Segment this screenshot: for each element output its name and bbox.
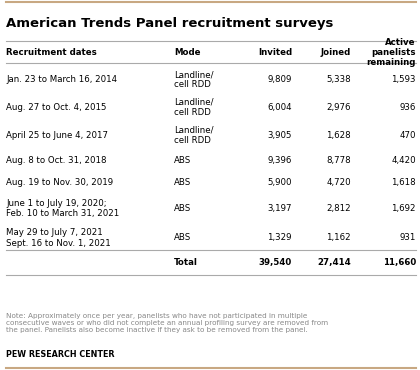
Text: ABS: ABS <box>174 233 192 242</box>
Text: Invited: Invited <box>258 48 292 57</box>
Text: 8,778: 8,778 <box>326 156 351 165</box>
Text: 27,414: 27,414 <box>317 258 351 268</box>
Text: 39,540: 39,540 <box>259 258 292 268</box>
Text: 4,720: 4,720 <box>326 178 351 187</box>
Text: 3,905: 3,905 <box>268 131 292 140</box>
Text: Aug. 27 to Oct. 4, 2015: Aug. 27 to Oct. 4, 2015 <box>6 103 107 112</box>
Text: Landline/
cell RDD: Landline/ cell RDD <box>174 70 214 90</box>
Text: 3,197: 3,197 <box>268 204 292 213</box>
Text: April 25 to June 4, 2017: April 25 to June 4, 2017 <box>6 131 108 140</box>
Text: ABS: ABS <box>174 156 192 165</box>
Text: 2,812: 2,812 <box>326 204 351 213</box>
Text: Mode: Mode <box>174 48 201 57</box>
Text: June 1 to July 19, 2020;
Feb. 10 to March 31, 2021: June 1 to July 19, 2020; Feb. 10 to Marc… <box>6 199 120 218</box>
Text: Joined: Joined <box>320 48 351 57</box>
Text: 1,628: 1,628 <box>326 131 351 140</box>
Text: 1,618: 1,618 <box>391 178 416 187</box>
Text: 9,396: 9,396 <box>268 156 292 165</box>
Text: American Trends Panel recruitment surveys: American Trends Panel recruitment survey… <box>6 17 333 30</box>
Text: PEW RESEARCH CENTER: PEW RESEARCH CENTER <box>6 350 115 359</box>
Text: 11,660: 11,660 <box>383 258 416 268</box>
Text: 931: 931 <box>399 233 416 242</box>
Text: ABS: ABS <box>174 178 192 187</box>
Text: 4,420: 4,420 <box>391 156 416 165</box>
Text: Aug. 19 to Nov. 30, 2019: Aug. 19 to Nov. 30, 2019 <box>6 178 113 187</box>
Text: May 29 to July 7, 2021
Sept. 16 to Nov. 1, 2021: May 29 to July 7, 2021 Sept. 16 to Nov. … <box>6 228 111 248</box>
Text: Active
panelists
remaining: Active panelists remaining <box>366 38 416 67</box>
Text: Recruitment dates: Recruitment dates <box>6 48 97 57</box>
Text: Aug. 8 to Oct. 31, 2018: Aug. 8 to Oct. 31, 2018 <box>6 156 107 165</box>
Text: Total: Total <box>174 258 198 268</box>
Text: 1,593: 1,593 <box>391 75 416 84</box>
Text: 5,900: 5,900 <box>268 178 292 187</box>
Text: 6,004: 6,004 <box>267 103 292 112</box>
Text: 5,338: 5,338 <box>326 75 351 84</box>
Text: ABS: ABS <box>174 204 192 213</box>
Text: Landline/
cell RDD: Landline/ cell RDD <box>174 125 214 145</box>
Text: 2,976: 2,976 <box>326 103 351 112</box>
Text: 1,329: 1,329 <box>268 233 292 242</box>
Text: 470: 470 <box>399 131 416 140</box>
Text: 1,162: 1,162 <box>326 233 351 242</box>
Text: Landline/
cell RDD: Landline/ cell RDD <box>174 98 214 117</box>
Text: 936: 936 <box>399 103 416 112</box>
Text: 9,809: 9,809 <box>268 75 292 84</box>
Text: 1,692: 1,692 <box>391 204 416 213</box>
Text: Jan. 23 to March 16, 2014: Jan. 23 to March 16, 2014 <box>6 75 118 84</box>
Text: Note: Approximately once per year, panelists who have not participated in multip: Note: Approximately once per year, panel… <box>6 313 328 333</box>
